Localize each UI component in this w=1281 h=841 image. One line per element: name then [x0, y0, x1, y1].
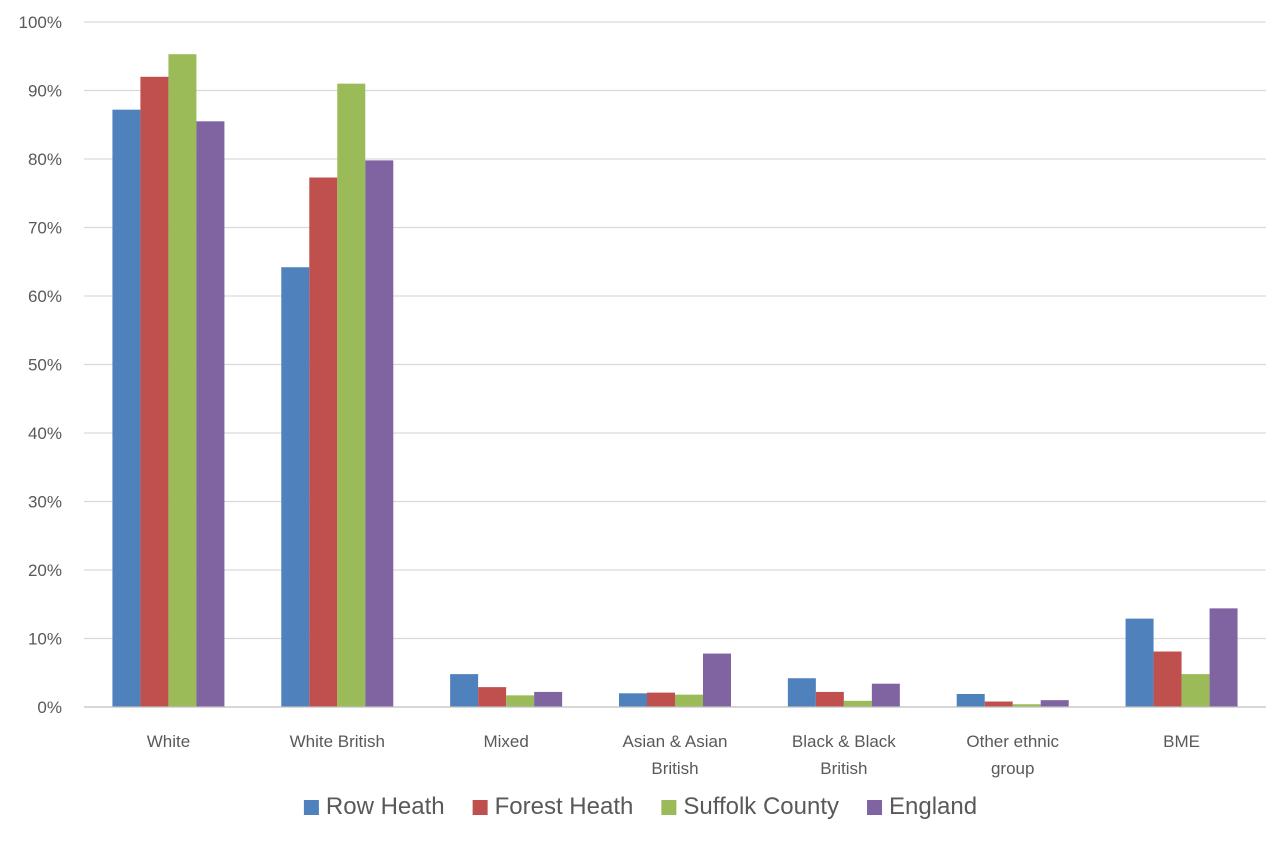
bar-suffolk-county	[1012, 704, 1041, 707]
y-tick-label: 10%	[28, 630, 62, 649]
legend-label: Row Heath	[326, 793, 445, 820]
y-tick-label: 20%	[28, 561, 62, 580]
y-tick-label: 30%	[28, 493, 62, 512]
x-tick-label-line: Other ethnic	[966, 732, 1059, 751]
y-tick-label: 0%	[37, 698, 62, 717]
bar-row-heath	[281, 267, 310, 707]
x-tick-label-line: British	[651, 759, 698, 778]
bar-england	[1209, 608, 1238, 707]
bar-forest-heath	[984, 701, 1013, 707]
y-tick-label: 40%	[28, 424, 62, 443]
legend-label: Suffolk County	[683, 793, 839, 820]
x-tick-label: BME	[1163, 732, 1200, 751]
bar-row-heath	[787, 678, 816, 707]
x-tick-label: Asian & Asian British	[623, 732, 728, 778]
x-tick-label: Other ethnic group	[966, 732, 1059, 778]
bar-forest-heath	[140, 76, 169, 708]
bar-forest-heath	[478, 687, 507, 707]
x-tick-label: Black & Black British	[792, 732, 896, 778]
bars	[112, 54, 1238, 708]
bar-suffolk-county	[675, 694, 703, 707]
x-tick-label-line: Black & Black	[792, 732, 896, 751]
x-tick-label-line: British	[820, 759, 867, 778]
bar-england	[703, 653, 731, 707]
bar-suffolk-county	[843, 700, 872, 707]
y-axis-tick-labels: 0% 10% 20% 30% 40% 50% 60% 70% 80% 90% 100%	[19, 13, 62, 717]
bar-suffolk-county	[168, 54, 197, 707]
bar-forest-heath	[309, 177, 338, 707]
bar-england	[534, 691, 563, 707]
bar-suffolk-county	[1181, 674, 1210, 707]
y-tick-label: 100%	[19, 13, 62, 32]
bar-row-heath	[1125, 618, 1154, 707]
bar-england	[1040, 700, 1069, 707]
legend-label: Forest Heath	[495, 793, 634, 820]
x-tick-label-line: White British	[290, 732, 385, 751]
legend-swatch	[303, 800, 319, 815]
bar-england	[365, 160, 394, 707]
x-tick-label-line: group	[991, 759, 1034, 778]
legend-swatch	[867, 800, 883, 815]
bar-forest-heath	[647, 692, 675, 707]
y-tick-label: 70%	[28, 219, 62, 238]
x-tick-label: White	[147, 732, 190, 751]
x-tick-label-line: Asian & Asian	[623, 732, 728, 751]
x-tick-label-line: Mixed	[483, 732, 528, 751]
bar-forest-heath	[1153, 651, 1182, 707]
x-tick-label-line: BME	[1163, 732, 1200, 751]
bar-row-heath	[619, 693, 647, 707]
bar-row-heath	[450, 674, 479, 707]
x-tick-label: White British	[290, 732, 385, 751]
y-tick-label: 60%	[28, 287, 62, 306]
bar-forest-heath	[815, 691, 844, 707]
x-tick-label-line: White	[147, 732, 190, 751]
bar-row-heath	[956, 693, 985, 707]
legend-swatch	[661, 800, 677, 815]
x-tick-label: Mixed	[483, 732, 528, 751]
x-axis-tick-labels: White White British Mixed Asian & Asian Brit…	[147, 732, 1200, 778]
bar-england	[196, 121, 225, 707]
gridlines	[84, 21, 1266, 640]
y-tick-label: 80%	[28, 150, 62, 169]
bar-suffolk-county	[506, 695, 535, 707]
y-tick-label: 90%	[28, 82, 62, 101]
legend-item-england: England	[867, 793, 977, 820]
legend-item-suffolk-county: Suffolk County	[661, 793, 839, 820]
y-tick-label: 50%	[28, 356, 62, 375]
legend-swatch	[472, 800, 488, 815]
bar-england	[871, 683, 900, 707]
legend-item-forest-heath: Forest Heath	[472, 793, 634, 820]
legend-label: England	[889, 793, 977, 820]
legend-item-row-heath: Row Heath	[303, 793, 445, 820]
bar-row-heath	[112, 109, 141, 708]
bar-suffolk-county	[337, 83, 366, 707]
legend: Row Heath Forest Heath Suffolk County Engla…	[303, 793, 977, 820]
